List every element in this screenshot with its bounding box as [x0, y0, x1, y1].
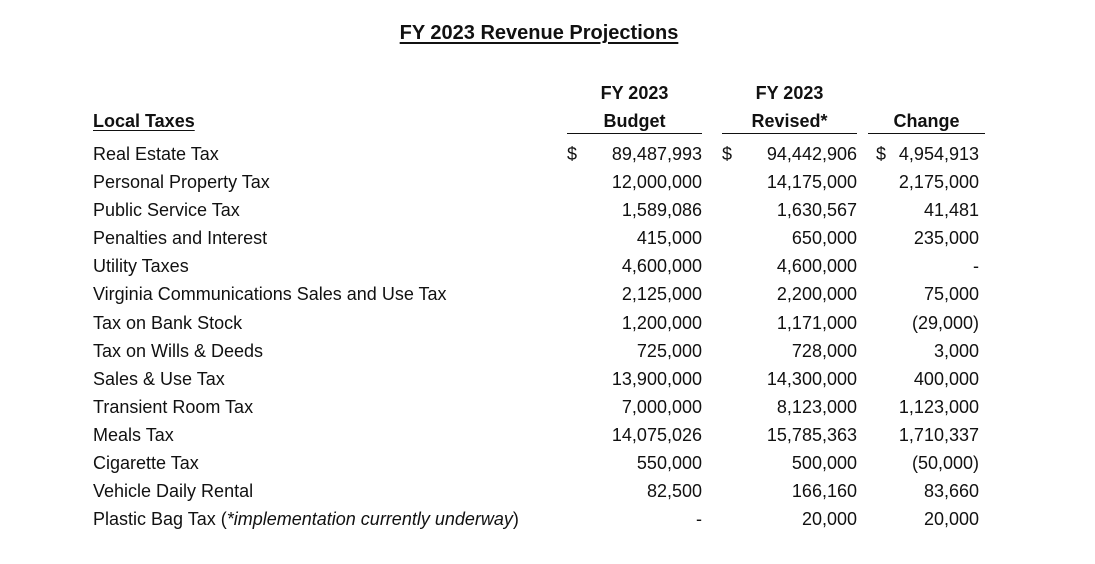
budget-value: 89,487,993	[611, 144, 702, 164]
change-value: 4,954,913	[898, 144, 979, 164]
change-value: 400,000	[913, 368, 979, 389]
budget-value: 14,075,026	[611, 424, 702, 445]
revenue-table: Real Estate Tax 89,487,993 94,442,906 4,954…	[0, 140, 1095, 533]
table-row: Vehicle Daily Rental 82,500 166,160 83,660	[0, 477, 1095, 505]
budget-value: 415,000	[636, 228, 702, 249]
revised-value: 14,300,000	[766, 368, 857, 389]
row-label: Personal Property Tax	[93, 172, 270, 193]
table-row: Sales & Use Tax 13,900,000 14,300,000 400,0…	[0, 365, 1095, 393]
change-value: 2,175,000	[898, 172, 979, 193]
row-label: Public Service Tax	[93, 200, 240, 221]
revised-value: 650,000	[791, 228, 857, 249]
revised-value: 1,630,567	[776, 200, 857, 221]
revised-value: 1,171,000	[776, 312, 857, 333]
change-value: 83,660	[923, 481, 979, 502]
table-row: Public Service Tax 1,589,086 1,630,567 41,4…	[0, 196, 1095, 224]
change-value: 41,481	[923, 200, 979, 221]
budget-value: 725,000	[636, 340, 702, 361]
change-header-underline	[868, 133, 985, 134]
change-value: 75,000	[923, 284, 979, 305]
change-value: 1,123,000	[898, 396, 979, 417]
table-row: Tax on Wills & Deeds 725,000 728,000 3,000	[0, 337, 1095, 365]
row-label: Tax on Wills & Deeds	[93, 340, 264, 361]
table-row: Plastic Bag Tax (*implementation current…	[0, 505, 1095, 533]
row-label: Vehicle Daily Rental	[93, 481, 254, 502]
budget-value: 550,000	[636, 453, 702, 474]
revised-value: 4,600,000	[776, 256, 857, 277]
row-label: Meals Tax	[93, 424, 174, 445]
budget-value: 7,000,000	[621, 396, 702, 417]
table-row: Transient Room Tax 7,000,000 8,123,000 1,12…	[0, 393, 1095, 421]
table-row: Utility Taxes 4,600,000 4,600,000 -	[0, 252, 1095, 280]
revised-header-year: FY 2023	[755, 83, 824, 103]
row-label: Real Estate Tax	[93, 144, 219, 164]
budget-value: 82,500	[646, 481, 702, 502]
row-label: Transient Room Tax	[93, 396, 254, 417]
revised-value: 8,123,000	[776, 396, 857, 417]
revised-header-underline	[722, 133, 857, 134]
budget-value: 1,589,086	[621, 200, 702, 221]
revised-value: 15,785,363	[766, 424, 857, 445]
revised-value: 500,000	[791, 453, 857, 474]
revised-value: 166,160	[791, 481, 857, 502]
change-value: (50,000)	[911, 453, 979, 474]
change-value: 1,710,337	[898, 424, 979, 445]
revised-value: 20,000	[801, 509, 857, 530]
section-label: Local Taxes	[93, 111, 195, 131]
table-row: Real Estate Tax 89,487,993 94,442,906 4,954…	[0, 140, 1095, 168]
change-value: -	[973, 256, 979, 277]
row-label: Penalties and Interest	[93, 228, 268, 249]
row-label: Tax on Bank Stock	[93, 312, 243, 333]
revised-value: 14,175,000	[766, 172, 857, 193]
budget-value: 2,125,000	[621, 284, 702, 305]
row-label: Cigarette Tax	[93, 453, 199, 474]
currency-symbol: $	[876, 144, 887, 164]
change-header-label: Change	[893, 111, 960, 131]
budget-header-underline	[567, 133, 702, 134]
budget-value: 4,600,000	[621, 256, 702, 277]
change-value: 20,000	[923, 509, 979, 530]
change-value: 235,000	[913, 228, 979, 249]
budget-value: 13,900,000	[611, 368, 702, 389]
change-value: (29,000)	[911, 312, 979, 333]
table-row: Personal Property Tax 12,000,000 14,175,00…	[0, 168, 1095, 196]
budget-value: 12,000,000	[611, 172, 702, 193]
page-title: FY 2023 Revenue Projections	[399, 22, 679, 44]
currency-symbol: $	[567, 144, 578, 164]
row-label: Virginia Communications Sales and Use Ta…	[93, 284, 447, 305]
revised-header-label: Revised*	[751, 111, 828, 131]
table-row: Virginia Communications Sales and Use Ta…	[0, 280, 1095, 308]
change-value: 3,000	[933, 340, 979, 361]
revised-value: 2,200,000	[776, 284, 857, 305]
table-row: Meals Tax 14,075,026 15,785,363 1,710,337	[0, 421, 1095, 449]
budget-value: -	[696, 509, 702, 530]
table-row: Cigarette Tax 550,000 500,000 (50,000)	[0, 449, 1095, 477]
row-label: Utility Taxes	[93, 256, 189, 277]
budget-header-label: Budget	[603, 111, 666, 131]
revised-value: 728,000	[791, 340, 857, 361]
row-label: Sales & Use Tax	[93, 368, 225, 389]
revised-value: 94,442,906	[766, 144, 857, 164]
currency-symbol: $	[722, 144, 733, 164]
table-row: Tax on Bank Stock 1,200,000 1,171,000 (29,0…	[0, 309, 1095, 337]
budget-value: 1,200,000	[621, 312, 702, 333]
row-note: *implementation currently underway	[226, 509, 513, 530]
budget-header-year: FY 2023	[600, 83, 669, 103]
row-label: Plastic Bag Tax (*implementation current…	[93, 509, 519, 530]
table-row: Penalties and Interest 415,000 650,000 235,…	[0, 224, 1095, 252]
